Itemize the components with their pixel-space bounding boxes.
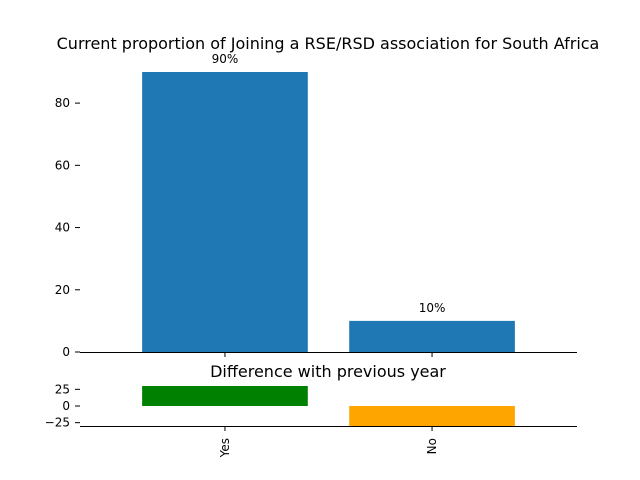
difference-chart: Difference with previous year −25 0 25 Yes… xyxy=(45,362,577,458)
main-chart-data-labels: 90% 10% xyxy=(212,52,446,315)
x-tick-label-yes: Yes xyxy=(218,438,232,458)
main-chart-y-axis: 0 20 40 60 80 xyxy=(55,96,80,359)
main-chart-x-axis xyxy=(80,352,577,357)
diff-y-tick-label: 25 xyxy=(55,382,70,396)
diff-bar-no xyxy=(349,406,515,426)
main-chart: Current proportion of Joining a RSE/RSD … xyxy=(55,34,600,359)
y-tick-label: 20 xyxy=(55,283,70,297)
main-chart-bars xyxy=(142,72,515,352)
diff-y-tick-label: 0 xyxy=(62,399,70,413)
main-chart-title: Current proportion of Joining a RSE/RSD … xyxy=(57,34,600,53)
bar-no xyxy=(349,320,515,352)
data-label-no: 10% xyxy=(419,301,446,315)
bar-yes xyxy=(142,72,308,352)
x-tick-label-no: No xyxy=(425,438,439,454)
difference-chart-title: Difference with previous year xyxy=(210,362,446,381)
y-tick-label: 80 xyxy=(55,96,70,110)
data-label-yes: 90% xyxy=(212,52,239,66)
y-tick-label: 0 xyxy=(62,345,70,359)
diff-y-tick-label: −25 xyxy=(45,416,70,430)
difference-chart-y-axis: −25 0 25 xyxy=(45,382,80,430)
difference-chart-x-axis: Yes No xyxy=(80,426,577,458)
difference-chart-bars xyxy=(142,386,515,426)
y-tick-label: 60 xyxy=(55,158,70,172)
diff-bar-yes xyxy=(142,386,308,406)
y-tick-label: 40 xyxy=(55,221,70,235)
